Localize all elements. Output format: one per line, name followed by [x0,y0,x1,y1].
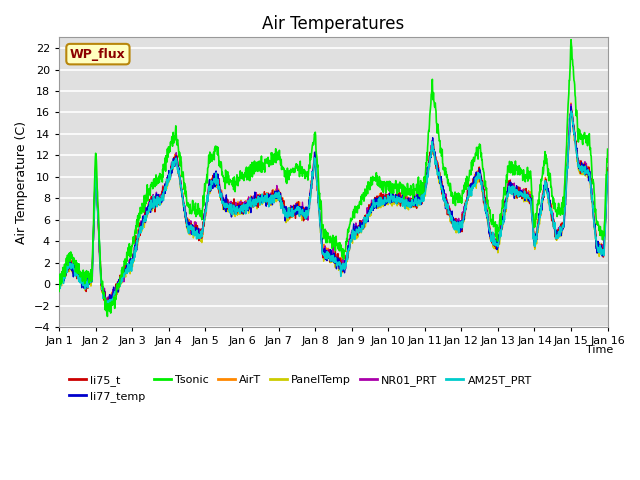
Title: Air Temperatures: Air Temperatures [262,15,404,33]
Text: WP_flux: WP_flux [70,48,126,60]
X-axis label: Time: Time [586,345,613,355]
Y-axis label: Air Temperature (C): Air Temperature (C) [15,121,28,244]
Legend: li75_t, li77_temp, Tsonic, AirT, PanelTemp, NR01_PRT, AM25T_PRT: li75_t, li77_temp, Tsonic, AirT, PanelTe… [65,371,536,407]
